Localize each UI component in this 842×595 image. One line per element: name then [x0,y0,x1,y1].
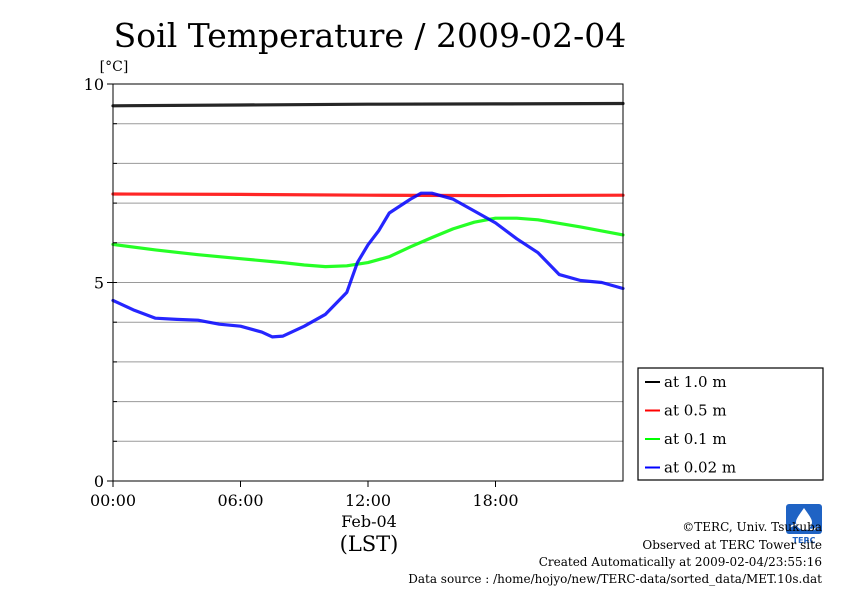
legend-label-1: at 0.5 m [664,402,727,420]
legend: at 1.0 m at 0.5 m at 0.1 m at 0.02 m [637,367,824,481]
series-line-3 [111,191,625,339]
y-tick-label: 0 [94,472,104,491]
legend-label-0: at 1.0 m [664,373,727,391]
chart-title: Soil Temperature / 2009-02-04 [114,16,627,55]
grid-lines [113,123,623,442]
x-tick-label: 00:00 [90,491,136,510]
terc-logo: TERC [786,504,822,545]
series-line-1 [111,192,625,198]
axis-ticks: 0 5 10 00:00 06:00 12:00 18:00 [84,75,519,510]
x-tick-label: 12:00 [345,491,391,510]
series-line-2 [111,216,625,269]
footer-source: Data source : /home/hojyo/new/TERC-data/… [408,572,822,586]
wave-icon [789,523,819,531]
series-lines [111,101,625,339]
footer-observed: Observed at TERC Tower site [642,538,822,552]
y-axis-unit: [°C] [100,59,129,75]
footer-copyright: ©TERC, Univ. Tsukuba [682,520,822,534]
y-tick-label: 5 [94,274,104,293]
footer-created: Created Automatically at 2009-02-04/23:5… [539,555,822,569]
series-line-0 [111,101,625,108]
x-tick-label: 18:00 [472,491,518,510]
x-axis-label: (LST) [340,532,399,556]
legend-label-2: at 0.1 m [664,430,727,448]
y-tick-label: 10 [84,75,104,94]
logo-text: TERC [793,536,816,545]
x-tick-label: 06:00 [217,491,263,510]
legend-box [637,367,824,481]
legend-label-3: at 0.02 m [664,459,736,477]
x-axis-date-label: Feb-04 [341,512,397,531]
